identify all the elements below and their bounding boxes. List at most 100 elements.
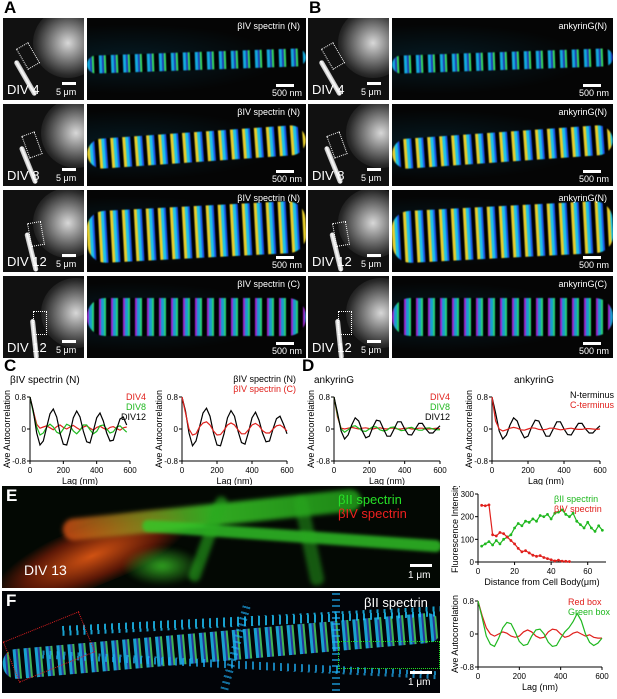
data-point bbox=[527, 551, 531, 555]
y-axis-label: Ave Autocorrelation bbox=[2, 390, 12, 468]
div-label: DIV 4 bbox=[312, 82, 345, 97]
panel-a-superres-4: βIV spectrin (C) 500 nm bbox=[87, 276, 306, 358]
data-point bbox=[480, 503, 484, 507]
green-box bbox=[338, 641, 440, 669]
scalebar-small-label: 5 μm bbox=[56, 259, 77, 269]
data-point bbox=[593, 530, 597, 533]
x-tick-label: 200 bbox=[513, 672, 527, 681]
data-point bbox=[568, 515, 571, 519]
panel-label-c: C bbox=[4, 356, 17, 375]
data-point bbox=[575, 519, 579, 523]
x-tick-label: 20 bbox=[510, 567, 519, 576]
scalebar-large-label: 500 nm bbox=[271, 88, 302, 98]
data-point bbox=[579, 523, 582, 526]
panel-b-superres-2: ankyrinG(N) 500 nm bbox=[392, 104, 613, 186]
scalebar-small-label: 5 μm bbox=[361, 173, 382, 183]
panel-label-d: D bbox=[302, 356, 315, 375]
panel-title: βIV spectrin (C) bbox=[237, 279, 300, 289]
y-tick-label: 200 bbox=[461, 513, 475, 522]
x-tick-label: 0 bbox=[28, 466, 33, 475]
data-point bbox=[568, 560, 571, 563]
y-axis-label: Ave Autocorrelation bbox=[464, 390, 474, 468]
series-line-2 bbox=[29, 396, 128, 447]
legend-entry: DIV8 bbox=[430, 402, 450, 412]
panel-b-overview-2: DIV 8 5 μm bbox=[308, 104, 389, 186]
y-axis-label: Fluorescence Intensity bbox=[450, 486, 460, 573]
scalebar-large-label: 500 nm bbox=[578, 174, 609, 184]
panel-f-scale-label: 1 μm bbox=[408, 677, 431, 688]
y-axis-label: Ave Autocorrelation bbox=[154, 390, 164, 468]
y-tick-label: 0.8 bbox=[477, 393, 489, 402]
x-tick-label: 40 bbox=[547, 567, 556, 576]
series-line-0 bbox=[481, 509, 603, 547]
legend-entry: DIV4 bbox=[126, 392, 146, 402]
x-tick-label: 600 bbox=[280, 466, 294, 475]
panel-a-overview-1: DIV 4 5 μm bbox=[3, 18, 84, 100]
x-tick-label: 0 bbox=[180, 466, 185, 475]
legend-entry: Green box bbox=[568, 607, 611, 617]
data-point bbox=[560, 559, 564, 563]
x-tick-label: 400 bbox=[245, 466, 259, 475]
panel-title: ankyrinG(N) bbox=[558, 107, 607, 117]
scalebar-large-label: 500 nm bbox=[578, 88, 609, 98]
data-point bbox=[516, 547, 520, 550]
panel-title: βIV spectrin (N) bbox=[237, 107, 300, 117]
panel-e-div-label: DIV 13 bbox=[24, 562, 67, 578]
data-point bbox=[509, 539, 513, 542]
div-label: DIV 12 bbox=[7, 340, 47, 355]
series-line-1 bbox=[477, 600, 603, 648]
y-tick-label: -0.8 bbox=[460, 663, 474, 672]
data-point bbox=[600, 528, 604, 532]
panel-b-overview-1: DIV 4 5 μm bbox=[308, 18, 389, 100]
panel-f-scalebar bbox=[410, 671, 432, 674]
y-tick-label: -0.8 bbox=[474, 457, 488, 466]
data-point bbox=[553, 559, 557, 563]
panel-a-superres-3: βIV spectrin (N) 500 nm bbox=[87, 190, 306, 272]
x-axis-label: Lag (nm) bbox=[369, 476, 405, 485]
legend-entry: Red box bbox=[568, 597, 602, 607]
panel-e-scalebar bbox=[410, 564, 432, 567]
x-axis-label: Lag (nm) bbox=[522, 682, 558, 692]
x-tick-label: 0 bbox=[490, 466, 495, 475]
div-label: DIV 12 bbox=[312, 254, 352, 269]
panel-title: βIV spectrin (N) bbox=[237, 193, 300, 203]
scalebar-large-label: 500 nm bbox=[271, 260, 302, 270]
panel-a-overview-3: DIV 12 5 μm bbox=[3, 190, 84, 272]
data-point bbox=[557, 558, 560, 562]
scalebar-large bbox=[583, 84, 601, 87]
data-point bbox=[513, 542, 516, 546]
panel-b-superres-4: ankyrinG(C) 500 nm bbox=[392, 276, 613, 358]
y-tick-label: 0.8 bbox=[463, 597, 475, 606]
x-tick-label: 400 bbox=[554, 672, 568, 681]
data-point bbox=[542, 556, 546, 559]
data-point bbox=[527, 520, 531, 524]
panel-a-overview-2: DIV 8 5 μm bbox=[3, 104, 84, 186]
data-point bbox=[557, 510, 560, 514]
y-tick-label: -0.8 bbox=[164, 457, 178, 466]
data-point bbox=[520, 524, 524, 528]
series-line-0 bbox=[181, 396, 288, 448]
panel-title: ankyrinG(N) bbox=[558, 193, 607, 203]
x-axis-label: Lag (nm) bbox=[528, 476, 564, 485]
y-tick-label: 0 bbox=[22, 425, 27, 434]
y-tick-label: 0.8 bbox=[167, 393, 179, 402]
data-point bbox=[531, 517, 535, 521]
x-tick-label: 200 bbox=[521, 466, 535, 475]
y-tick-label: 300 bbox=[461, 490, 475, 499]
panel-a-overview-4: DIV 12 5 μm bbox=[3, 276, 84, 358]
scalebar-large bbox=[583, 256, 601, 259]
data-point bbox=[582, 526, 586, 530]
div-label: DIV 4 bbox=[7, 82, 40, 97]
y-tick-label: 0 bbox=[326, 425, 331, 434]
legend-entry: βIV spectrin (N) bbox=[233, 374, 296, 384]
scalebar-small bbox=[62, 254, 76, 257]
data-point bbox=[483, 504, 487, 508]
x-tick-label: 200 bbox=[210, 466, 224, 475]
y-tick-label: 0.8 bbox=[319, 393, 331, 402]
legend-entry: βII spectrin bbox=[554, 494, 598, 504]
data-point bbox=[564, 513, 568, 516]
